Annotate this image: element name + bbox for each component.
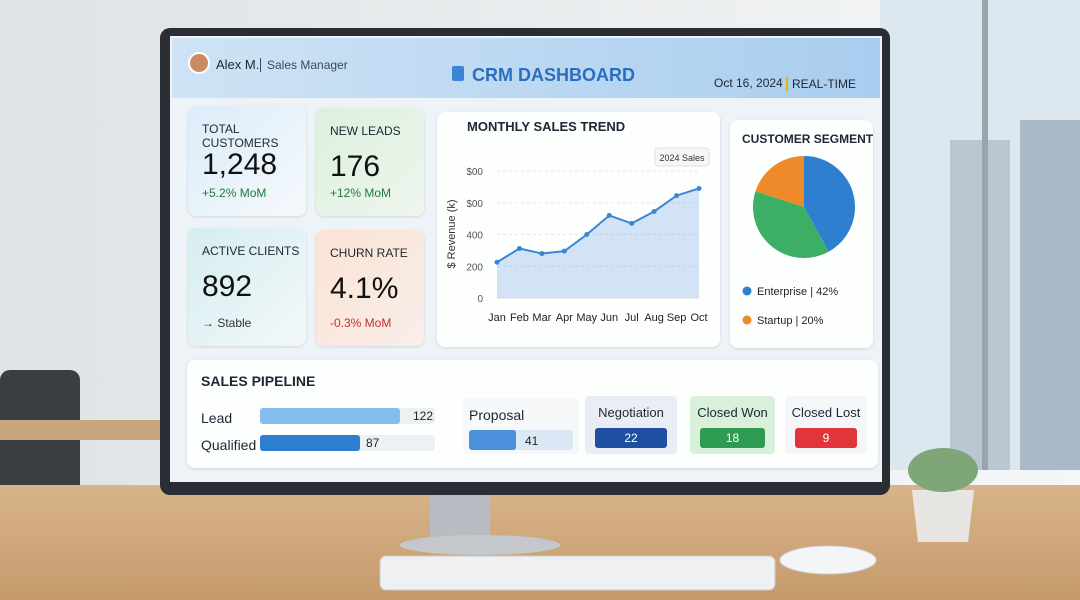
plant-pot <box>912 490 974 542</box>
legend-swatch <box>742 286 752 296</box>
kpi-label: CHURN RATE <box>330 246 408 260</box>
pie-slice <box>755 156 804 207</box>
area <box>497 188 699 298</box>
point <box>494 259 500 265</box>
y-tick-label: $00 <box>466 199 483 210</box>
stage-count: 41 <box>525 434 539 448</box>
stage-label: Negotiation <box>598 405 664 420</box>
stage-label: Qualified <box>201 437 257 453</box>
kpi-change: → Stable <box>202 316 252 330</box>
stage-badge: 22 <box>595 428 667 448</box>
x-tick-label: May <box>576 312 597 324</box>
line <box>496 187 700 264</box>
monitor-neck <box>430 488 490 540</box>
chart-title: MONTHLY SALES TREND <box>467 119 625 134</box>
kpi-label: TOTAL CUSTOMERS <box>202 122 279 150</box>
stage-label: Lead <box>201 410 233 426</box>
mouse <box>779 545 877 575</box>
kpi-value: 892 <box>202 270 253 303</box>
kpi-label: NEW LEADS <box>330 124 401 138</box>
building <box>1020 120 1080 470</box>
sales-trend-chart: MONTHLY SALES TREND 2024 Sales $ Revenue… <box>437 112 720 347</box>
x-tick-label: Jun <box>600 312 618 324</box>
point <box>561 248 567 254</box>
y-tick-label: $00 <box>466 167 483 178</box>
realtime-indicator[interactable]: REAL-TIME <box>786 77 856 91</box>
pipeline-card: SALES PIPELINE Lead 122 Qualified 87 Proposa… <box>187 360 878 468</box>
stage-count: 87 <box>366 436 380 450</box>
x-tick-label: Feb <box>510 312 529 324</box>
keyboard <box>379 555 776 591</box>
user-role: Sales Manager <box>260 58 348 72</box>
stage-label: Closed Lost <box>791 405 861 420</box>
legend-box <box>654 147 710 167</box>
legend-entry: Enterprise | 42% <box>757 286 838 298</box>
x-tick-label: Oct <box>690 312 707 324</box>
pipeline-title: SALES PIPELINE <box>201 373 316 389</box>
x-tick-label: Jul <box>625 312 639 324</box>
x-tick-label: Jan <box>488 312 506 324</box>
kpi-card: CHURN RATE 4.1% -0.3% MoM <box>316 230 424 346</box>
kpi-value: 176 <box>330 150 381 183</box>
point <box>516 245 522 251</box>
stage-badge: 9 <box>795 428 857 448</box>
segments-chart: CUSTOMER SEGMENTS Enterprise | 42% Startu… <box>730 120 873 348</box>
x-tick-label: Sep <box>667 312 687 324</box>
kpi-change: +5.2% MoM <box>202 186 267 200</box>
pie-slice <box>753 191 829 258</box>
kpi-card: NEW LEADS 176 +12% MoM <box>316 108 424 216</box>
point <box>651 208 657 214</box>
y-axis-label: $ Revenue (k) <box>446 199 458 268</box>
x-tick-label: Mar <box>532 312 551 324</box>
point <box>584 232 590 237</box>
stage-label: Closed Won <box>697 405 768 420</box>
kpi-change: -0.3% MoM <box>330 316 392 330</box>
side-table <box>0 420 160 440</box>
monitor-base <box>400 535 560 555</box>
date: Oct 16, 2024 <box>714 76 783 90</box>
legend-entry: Startup | 20% <box>757 315 824 327</box>
y-tick-label: 0 <box>477 294 483 305</box>
header-bar: Alex M. Sales Manager CRM DASHBOARD Oct … <box>172 38 880 98</box>
building <box>950 140 1010 470</box>
kpi-card: TOTAL CUSTOMERS 1,248 +5.2% MoM <box>188 106 306 216</box>
stage-count: 122 <box>413 409 434 423</box>
point <box>606 212 612 218</box>
x-tick-label: Apr <box>556 312 573 324</box>
chair <box>0 370 80 520</box>
succulent <box>908 448 978 492</box>
stage-label: Proposal <box>469 407 525 423</box>
y-tick-label: 200 <box>466 262 483 273</box>
kpi-card: ACTIVE CLIENTS 892 → Stable <box>188 228 306 346</box>
pipeline-bar <box>260 408 401 424</box>
pipeline-bar <box>469 430 517 450</box>
user-name: Alex M. <box>216 57 260 72</box>
point <box>629 220 635 226</box>
kpi-value: 4.1% <box>330 272 399 305</box>
y-tick-label: 400 <box>466 231 483 242</box>
kpi-change: +12% MoM <box>330 186 392 200</box>
dashboard-title: CRM DASHBOARD <box>472 65 635 85</box>
legend-swatch <box>742 315 752 325</box>
x-tick-label: Aug <box>644 312 664 324</box>
kpi-value: 1,248 <box>202 148 278 181</box>
kpi-label: ACTIVE CLIENTS <box>202 244 300 258</box>
chart-title: CUSTOMER SEGMENTS <box>742 132 873 146</box>
dashboard-icon <box>452 66 464 81</box>
stage-badge: 18 <box>700 428 765 448</box>
point <box>539 251 545 257</box>
point <box>674 193 680 199</box>
point <box>696 185 702 191</box>
avatar <box>188 52 210 74</box>
pie-slice <box>804 156 855 252</box>
legend-entry: 2024 Sales <box>659 153 705 163</box>
pipeline-bar <box>260 435 361 451</box>
